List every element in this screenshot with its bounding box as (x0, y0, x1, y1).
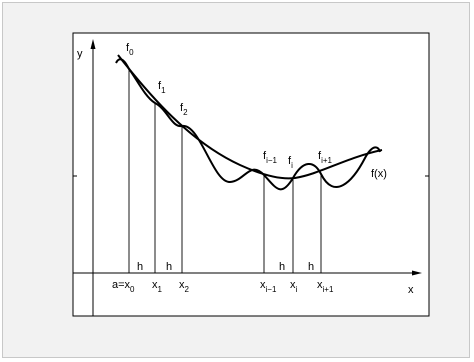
label-xi: xi (290, 279, 298, 294)
x-axis-label: x (408, 284, 414, 296)
interpolating-curve (115, 58, 381, 191)
node-ordinates (128, 69, 322, 273)
curve-label: f(x) (371, 168, 387, 180)
step-h-1: h (137, 261, 143, 273)
label-x0: a=x0 (112, 279, 135, 294)
plot-box (72, 32, 430, 317)
function-value-labels: f0 f1 f2 fi−1 fi fi+1 (126, 42, 333, 170)
label-f0: f0 (126, 42, 134, 57)
step-h-2: h (166, 261, 172, 273)
label-x1: x1 (152, 279, 163, 294)
label-x2: x2 (179, 279, 190, 294)
label-fi: fi (288, 155, 293, 170)
label-fim1: fi−1 (263, 150, 278, 165)
y-axis-arrow (90, 39, 96, 49)
label-f2: f2 (180, 102, 188, 117)
label-fip1: fi+1 (318, 150, 333, 165)
node-labels: a=x0 x1 x2 xi−1 xi xi+1 (112, 279, 334, 294)
step-labels: h h h h (137, 261, 314, 273)
label-xim1: xi−1 (260, 279, 277, 294)
x-axis-arrow (412, 270, 422, 276)
step-h-3: h (279, 261, 285, 273)
label-f1: f1 (158, 80, 166, 95)
label-xip1: xi+1 (317, 279, 334, 294)
y-axis-label: y (77, 48, 83, 60)
function-curve (117, 54, 383, 180)
step-h-4: h (308, 261, 314, 273)
